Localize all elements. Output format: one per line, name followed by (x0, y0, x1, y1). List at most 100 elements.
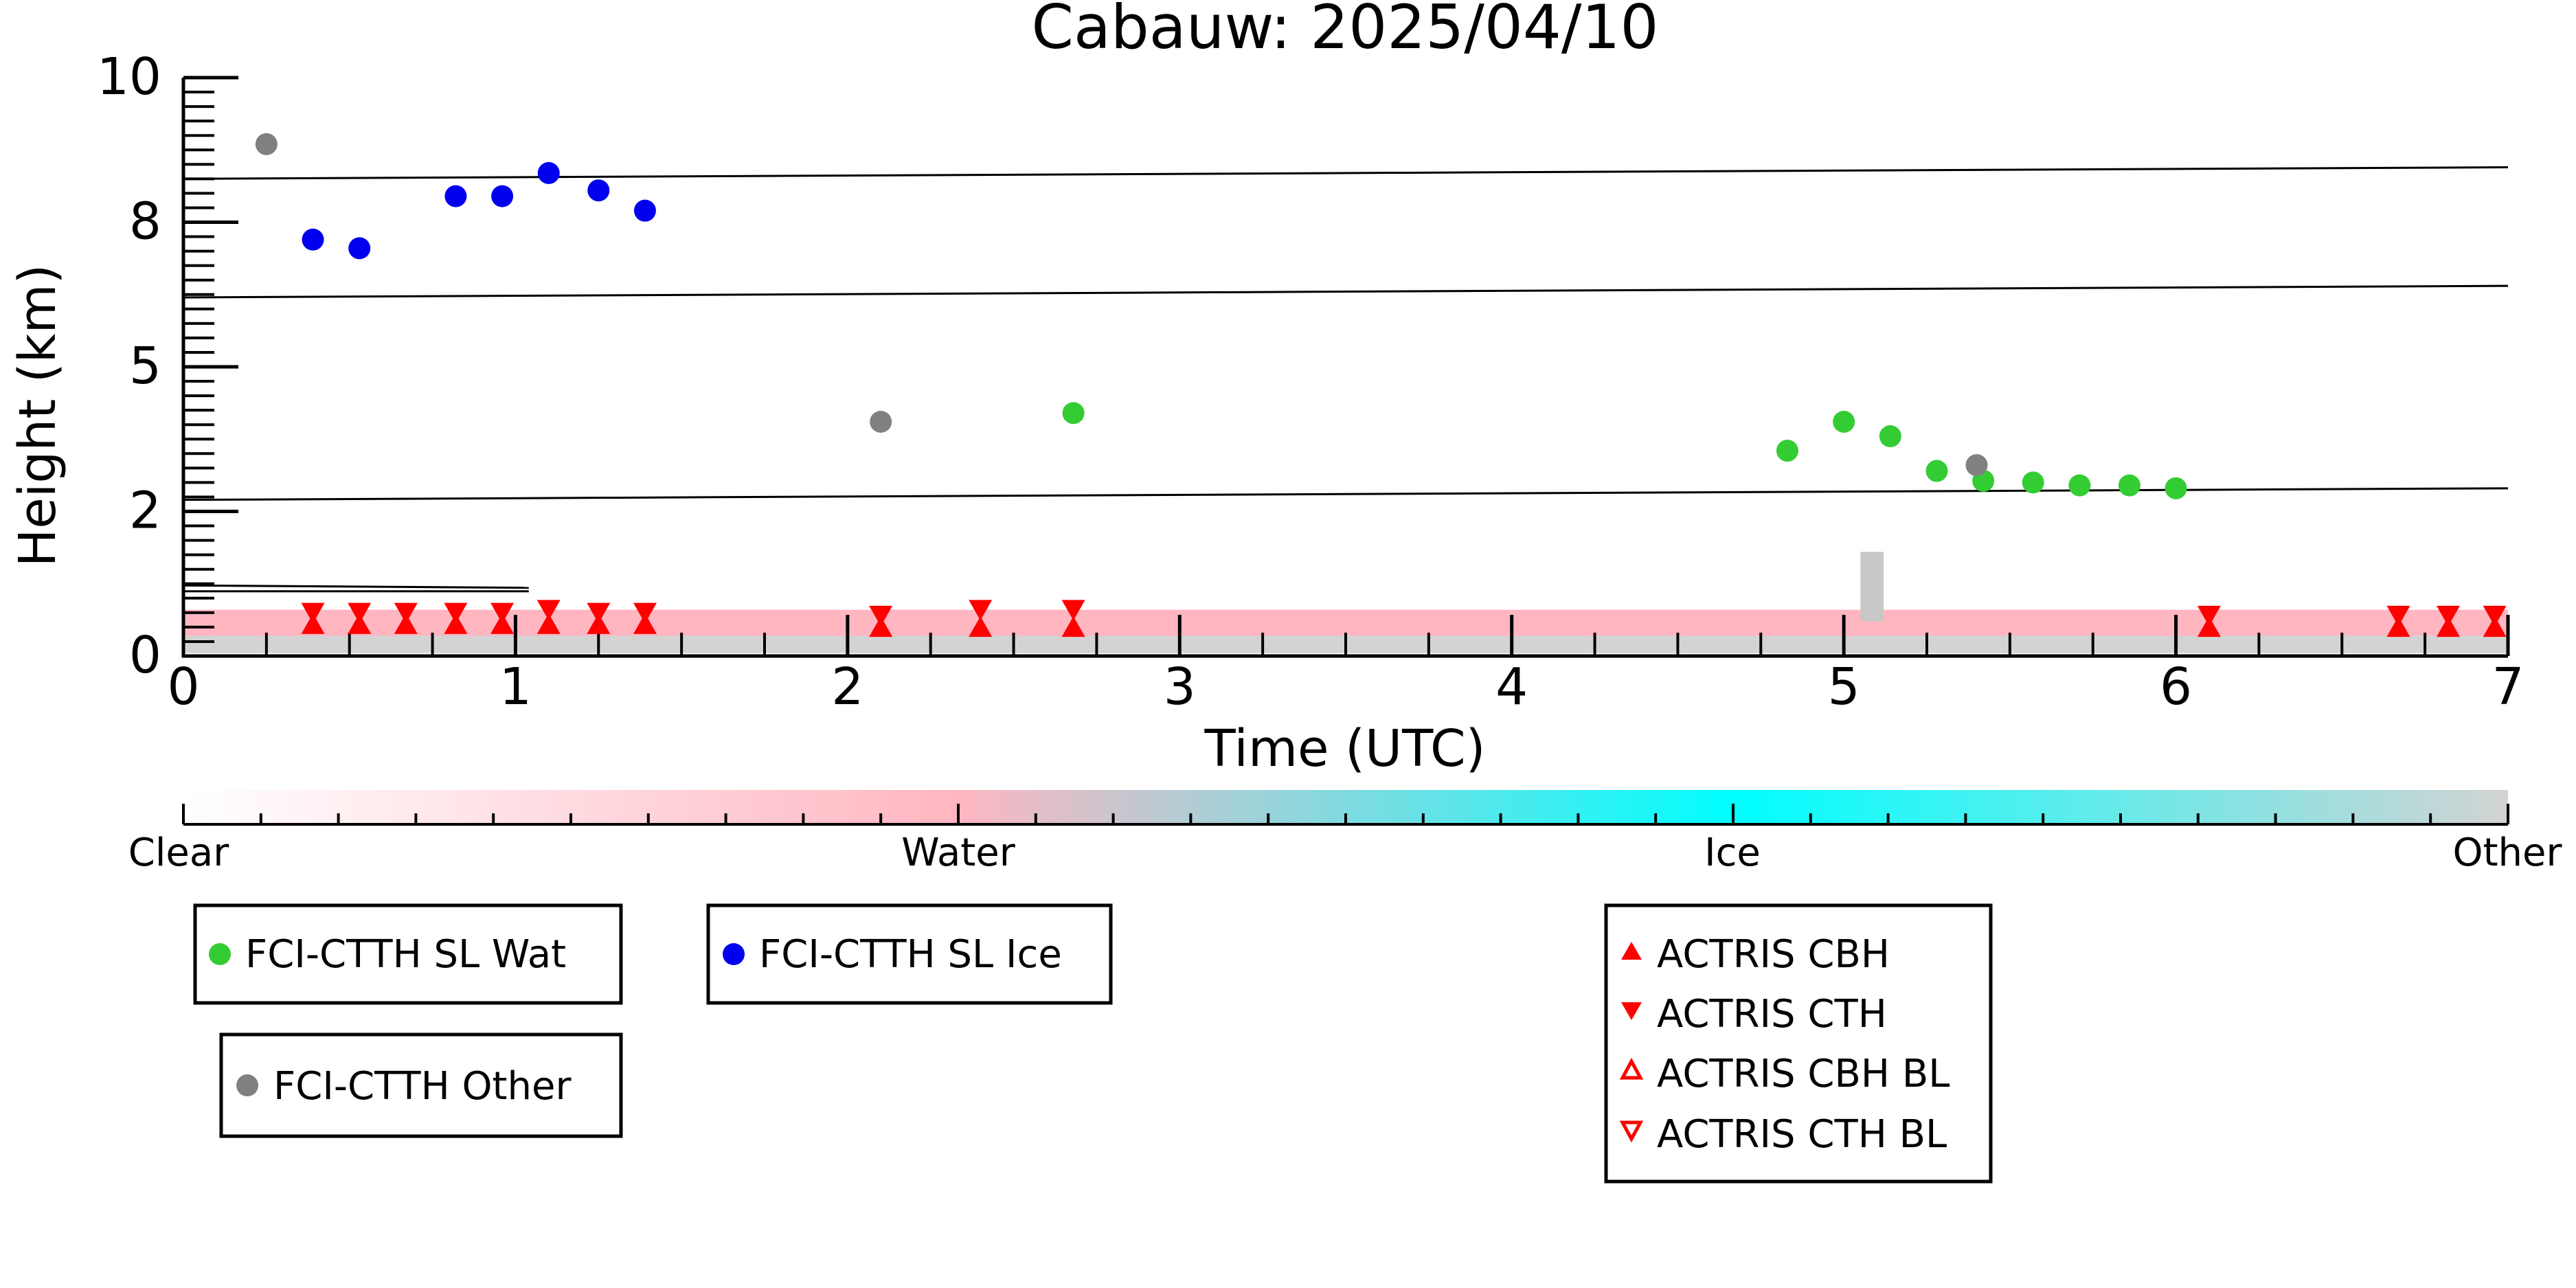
cbh-marker (536, 613, 561, 634)
data-point (302, 228, 324, 251)
x-axis-label: Time (UTC) (1204, 719, 1485, 778)
y-tick-label: 2 (129, 482, 161, 541)
cbh-marker (348, 613, 372, 634)
legend-box-actris: ACTRIS CBH ACTRIS CTH ACTRIS CBH BL ACTR… (1604, 903, 1993, 1184)
cbh-marker (2436, 616, 2460, 637)
cbh-marker (2483, 616, 2507, 637)
series-fci-ctth-other (255, 133, 1988, 477)
data-marks (255, 133, 2507, 637)
colorbar-ticks (182, 804, 2509, 826)
y-axis-label: Height (km) (8, 264, 67, 567)
legend-marker-cbh-bl (1619, 1057, 1644, 1080)
series-actris-cth (301, 600, 2507, 626)
colorbar-label-water: Water (901, 831, 1016, 875)
y-tick-label: 0 (129, 626, 161, 685)
y-tick-label: 5 (129, 337, 161, 396)
x-tick-label: 1 (499, 657, 532, 716)
legend-marker-cth-bl (1619, 1120, 1644, 1143)
legend-label-other: FCI-CTTH Other (273, 1064, 572, 1109)
cbh-marker (490, 613, 515, 634)
data-point (870, 410, 892, 433)
legend-marker-cth (1621, 1002, 1642, 1020)
data-point (1925, 460, 1948, 482)
legend-box-ice: FCI-CTTH SL Ice (706, 903, 1113, 1005)
other-column (1860, 552, 1884, 622)
cbh-marker (1061, 616, 1085, 637)
water-band (183, 609, 2508, 636)
legend-marker-cbh (1621, 942, 1642, 960)
x-tick-label: 2 (831, 657, 863, 716)
reference-line-2 (183, 487, 2509, 501)
x-tick-label: 5 (1828, 657, 1860, 716)
series-fci-ctth-sl-ice (302, 161, 656, 260)
legend-label-wat: FCI-CTTH SL Wat (245, 932, 566, 977)
data-point (444, 185, 467, 207)
colorbar-label-clear: Clear (128, 831, 229, 875)
x-tick-label: 4 (1495, 657, 1528, 716)
cbh-marker (2197, 616, 2221, 637)
data-point (537, 161, 560, 184)
cbh-marker (587, 613, 611, 634)
x-tick-label: 7 (2492, 657, 2524, 716)
cth-marker (1061, 600, 1085, 621)
cth-marker (587, 602, 611, 624)
x-tick-label: 3 (1164, 657, 1196, 716)
data-point (1833, 410, 1855, 433)
cbh-marker (301, 613, 325, 634)
cth-marker (2386, 605, 2410, 626)
cbh-marker (444, 613, 468, 634)
data-point (633, 199, 656, 222)
cbh-marker (633, 613, 657, 634)
axes: 0 2 5 8 10 0 1 2 3 4 5 6 7 (97, 47, 2524, 716)
legend-box-other: FCI-CTTH Other (219, 1032, 623, 1138)
cth-marker (444, 602, 468, 624)
colorbar-label-other: Other (2452, 831, 2562, 875)
legend-label-cbh: ACTRIS CBH (1657, 932, 1890, 977)
cth-marker (633, 602, 657, 624)
data-point (2118, 474, 2140, 497)
chart-title: Cabauw: 2025/04/10 (1032, 0, 1659, 63)
legend-label-cbh-bl: ACTRIS CBH BL (1657, 1052, 1950, 1096)
cth-marker (490, 602, 515, 624)
cbh-marker (394, 613, 418, 634)
reference-line-1 (183, 284, 2509, 299)
series-fci-ctth-sl-wat (1062, 402, 2187, 499)
data-point (2165, 477, 2187, 499)
cth-marker (869, 605, 893, 626)
phase-colorbar: Clear Water Ice Other (128, 790, 2562, 875)
y-tick-label: 8 (129, 192, 161, 251)
legend-marker-ice (723, 943, 745, 965)
reference-line-0 (183, 166, 2509, 180)
data-point (255, 133, 278, 155)
legend-marker-other (236, 1074, 258, 1096)
data-point (1776, 440, 1798, 462)
cth-marker (2483, 605, 2507, 626)
cth-marker (2436, 605, 2460, 626)
cth-marker (301, 602, 325, 624)
data-point (2068, 474, 2091, 497)
data-point (1062, 402, 1085, 425)
cth-marker (969, 600, 993, 621)
x-tick-label: 0 (167, 657, 199, 716)
series-actris-cbh (301, 613, 2507, 637)
data-point (348, 237, 371, 260)
data-point (587, 179, 610, 202)
legend-label-cth: ACTRIS CTH (1657, 992, 1887, 1037)
cbh-marker (2386, 616, 2410, 637)
legend-box-wat: FCI-CTTH SL Wat (193, 903, 623, 1005)
reference-lines (183, 166, 2509, 593)
legend-label-cth-bl: ACTRIS CTH BL (1657, 1112, 1947, 1157)
cth-marker (394, 602, 418, 624)
cth-marker (348, 602, 372, 624)
cbh-marker (969, 616, 993, 637)
cth-marker (536, 600, 561, 621)
x-tick-label: 6 (2160, 657, 2192, 716)
data-point (2022, 471, 2044, 494)
y-tick-label: 10 (97, 47, 161, 106)
data-point (1879, 425, 1901, 448)
reference-line-3 (183, 584, 529, 589)
legend-marker-wat (209, 943, 231, 965)
data-point (1965, 454, 1988, 477)
cth-marker (2197, 605, 2221, 626)
